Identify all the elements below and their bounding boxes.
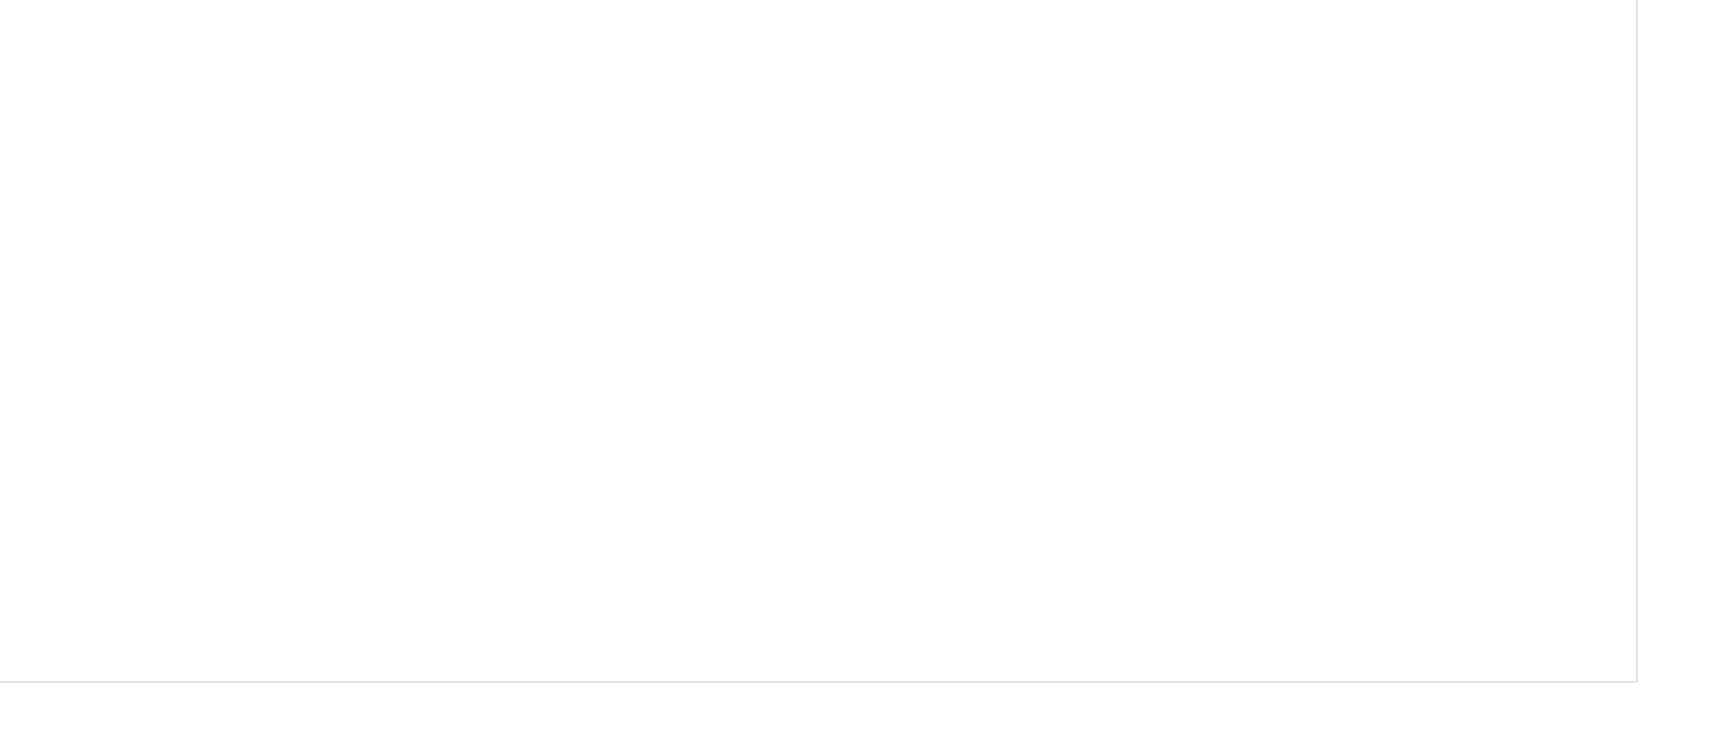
chart <box>0 0 1638 683</box>
